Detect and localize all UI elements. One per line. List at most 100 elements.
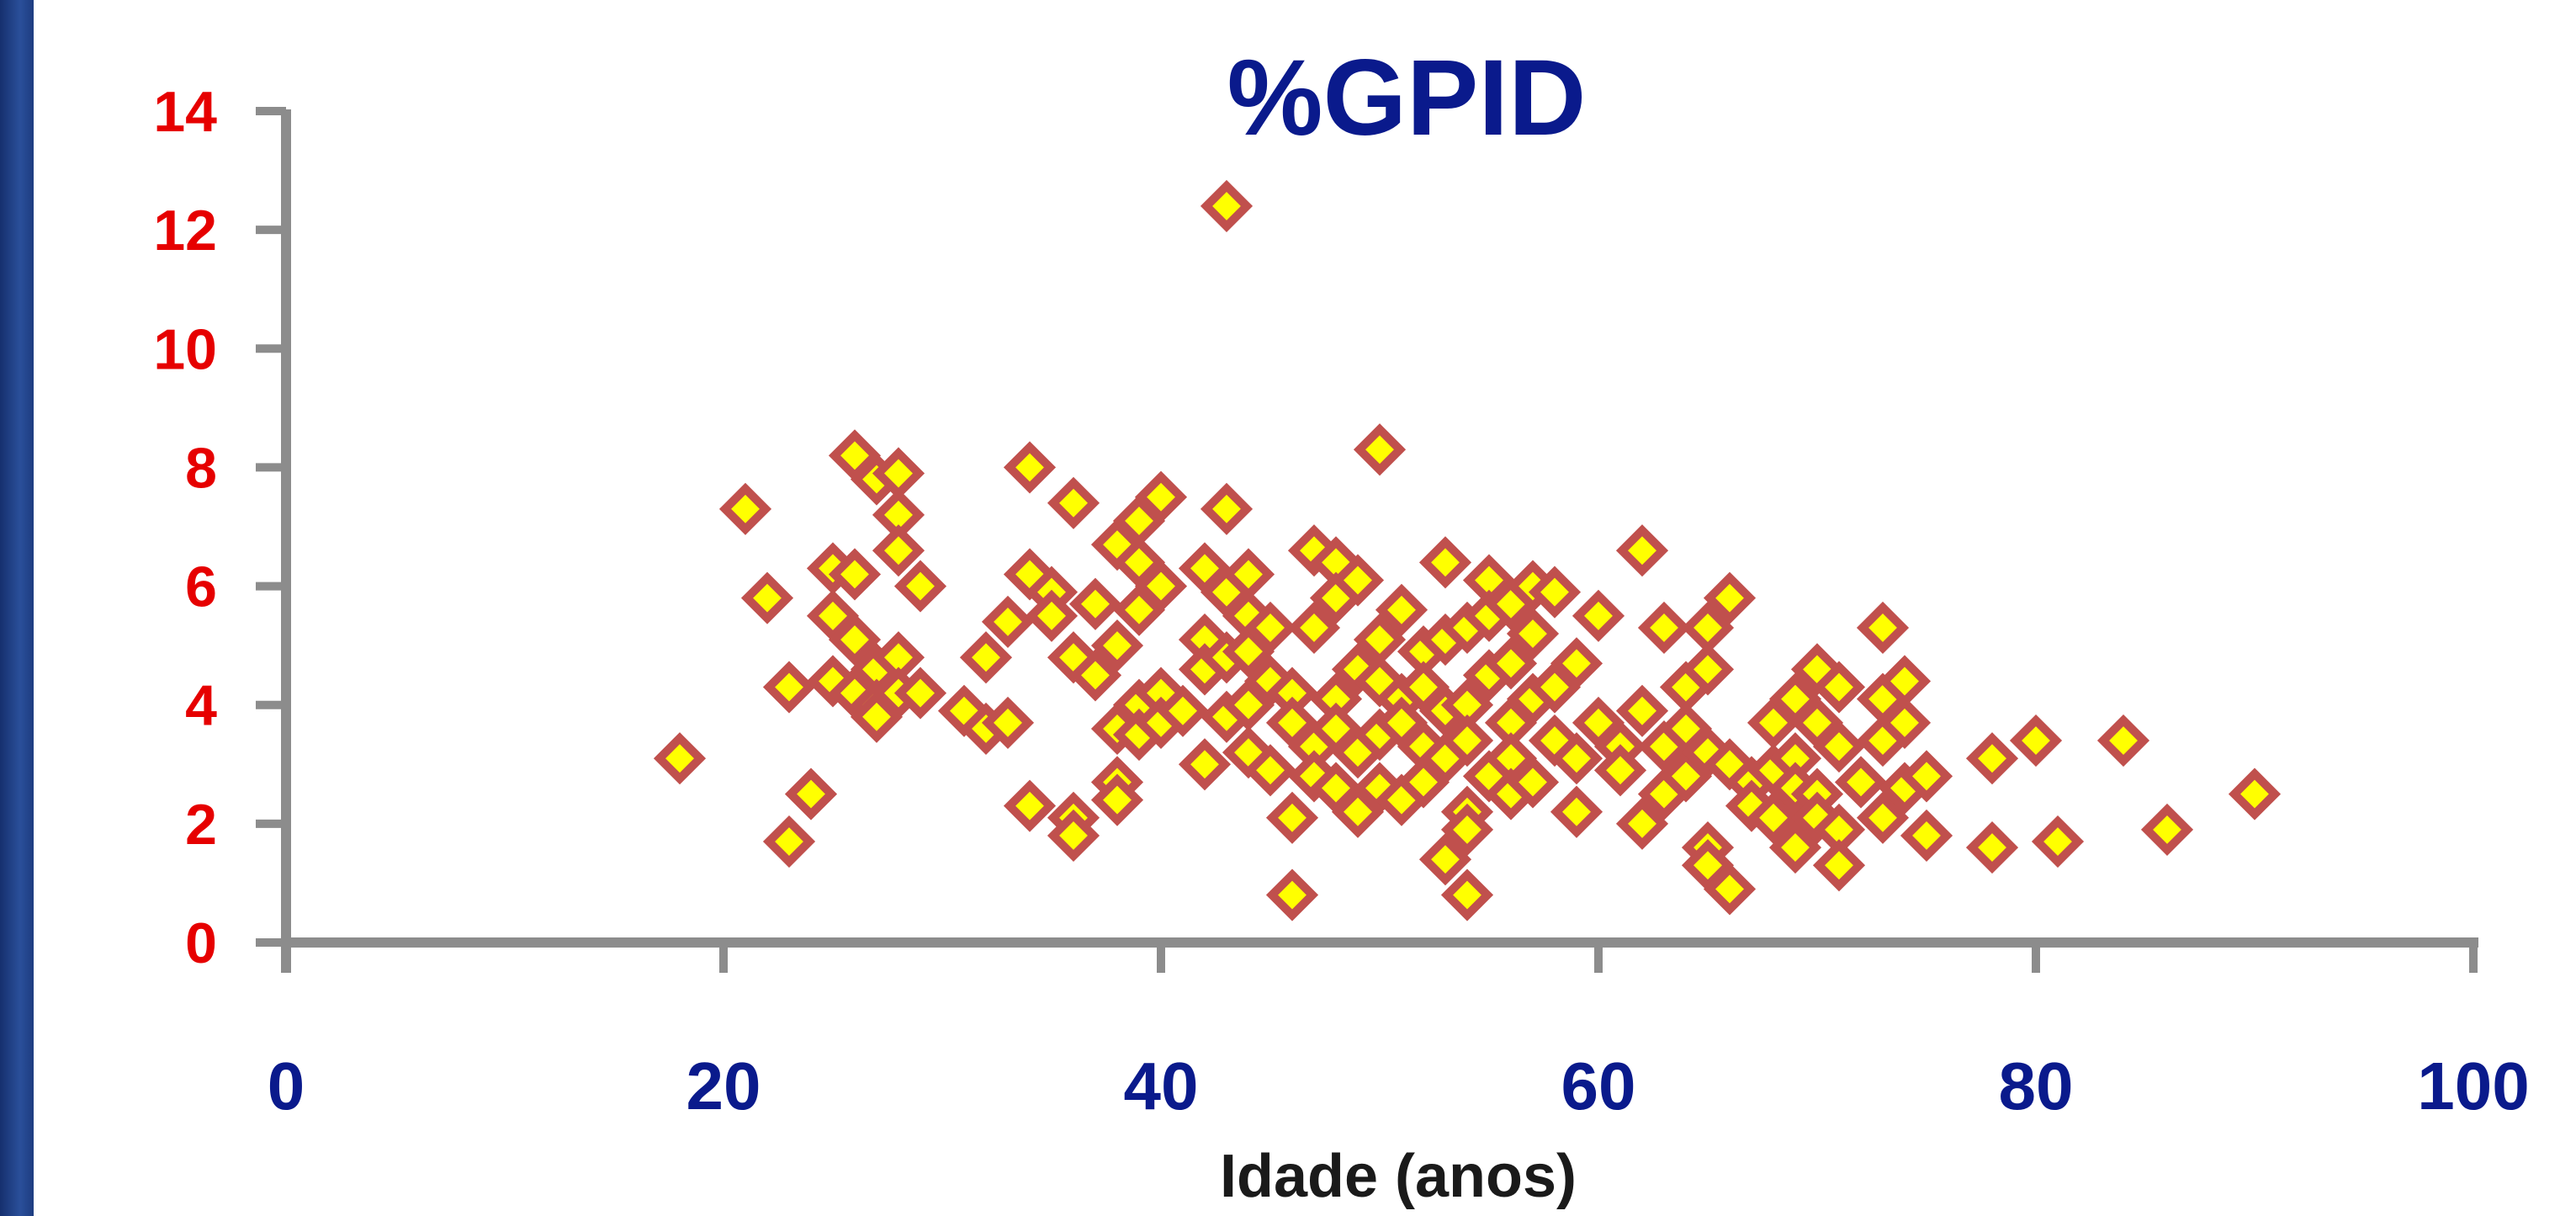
data-point [1440, 868, 1494, 921]
data-point [1856, 791, 1910, 844]
data-point [872, 524, 925, 577]
data-point [1134, 470, 1188, 523]
data-point [1200, 179, 1254, 232]
data-point [2031, 815, 2085, 868]
data-point [1725, 779, 1778, 832]
data-point [718, 482, 772, 535]
data-point [806, 655, 860, 708]
data-point [1134, 560, 1188, 613]
data-point [1900, 750, 1953, 803]
data-point [893, 666, 947, 720]
axes [256, 107, 2478, 973]
data-point [1375, 583, 1428, 636]
data-point [1287, 524, 1341, 577]
y-tick-label: 2 [185, 793, 217, 857]
data-point [1090, 619, 1144, 672]
data-point [1703, 863, 1757, 916]
data-point [784, 767, 838, 820]
data-point [1812, 839, 1866, 892]
data-point [1637, 601, 1691, 655]
data-point [1178, 738, 1232, 791]
data-point [1331, 554, 1385, 607]
y-tick-label: 0 [185, 911, 217, 975]
data-point [1287, 601, 1341, 655]
data-point [1768, 821, 1822, 874]
x-tick-label: 60 [1561, 1049, 1636, 1123]
x-tick-label: 80 [1999, 1049, 2074, 1123]
data-point [1550, 785, 1603, 838]
data-point [1156, 684, 1210, 737]
data-point [981, 696, 1035, 749]
data-point [1856, 601, 1910, 655]
data-point [1812, 661, 1866, 714]
data-point [1550, 637, 1603, 690]
data-point [1440, 714, 1494, 767]
data-point [1090, 773, 1144, 826]
y-tick-label: 12 [153, 199, 217, 263]
data-point [1615, 524, 1669, 577]
data-point [1572, 589, 1625, 642]
data-point [959, 631, 1013, 684]
data-point [1418, 536, 1472, 589]
data-point [828, 548, 882, 601]
data-point [1243, 744, 1297, 797]
data-point [1834, 756, 1888, 809]
data-point [1200, 482, 1254, 535]
data-point [1615, 684, 1669, 737]
data-point [1025, 589, 1079, 642]
data-point [1681, 643, 1735, 696]
data-point [1812, 720, 1866, 773]
data-point [1003, 779, 1057, 832]
data-point [1265, 868, 1319, 921]
chart-title: %GPID [1227, 38, 1587, 158]
x-tick-label: 0 [268, 1049, 305, 1123]
data-point [1900, 809, 1953, 863]
data-point [1243, 601, 1297, 655]
data-point [1615, 797, 1669, 850]
y-tick-label: 8 [185, 436, 217, 500]
y-tick-label: 6 [185, 555, 217, 619]
data-point [2228, 767, 2282, 820]
data-point [1746, 791, 1800, 844]
data-point [1593, 744, 1647, 797]
data-point [1068, 577, 1122, 630]
y-tick-label: 14 [153, 80, 217, 144]
data-point [981, 595, 1035, 648]
data-point [762, 815, 816, 868]
data-point [1047, 809, 1100, 863]
data-point [1353, 423, 1407, 476]
x-axis-label: Idade (anos) [1220, 1143, 1577, 1210]
data-point [762, 661, 816, 714]
data-point [1418, 833, 1472, 886]
data-point [2009, 714, 2063, 767]
data-point [1003, 441, 1057, 494]
data-point [828, 613, 882, 666]
data-point [1550, 732, 1603, 785]
y-tick-label: 4 [185, 674, 217, 738]
data-point [2096, 714, 2150, 767]
data-point [2140, 803, 2194, 856]
slide-side-bar [0, 0, 34, 1216]
y-tick-labels: 0 2 4 6 8 10 12 14 [153, 80, 217, 975]
data-point [1528, 566, 1582, 619]
data-point [1440, 803, 1494, 856]
x-tick-label: 20 [686, 1049, 761, 1123]
data-point [1068, 649, 1122, 702]
data-point [1243, 655, 1297, 708]
data-point [1506, 756, 1560, 809]
data-point [1965, 821, 2019, 874]
data-point [740, 571, 794, 624]
y-tick-label: 10 [153, 317, 217, 381]
data-points [653, 179, 2282, 921]
data-point [1878, 696, 1932, 749]
data-point [1506, 607, 1560, 661]
data-point [1703, 571, 1757, 624]
x-tick-label: 40 [1124, 1049, 1199, 1123]
data-point [1484, 637, 1538, 690]
data-point [1265, 791, 1319, 844]
x-tick-label: 100 [2417, 1049, 2529, 1123]
data-point [893, 560, 947, 613]
data-point [1965, 732, 2019, 785]
